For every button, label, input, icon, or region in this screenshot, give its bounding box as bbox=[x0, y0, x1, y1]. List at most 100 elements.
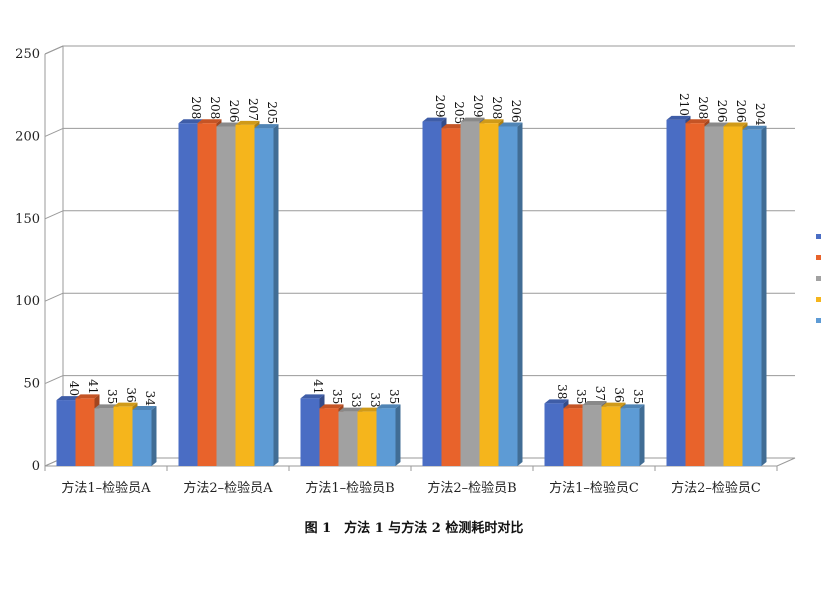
bar-side bbox=[517, 122, 523, 467]
data-label: 210 bbox=[677, 93, 691, 116]
figure-caption: 图 1 方法 1 与方法 2 检测耗时对比 bbox=[304, 521, 524, 536]
y-tick-label: 100 bbox=[15, 294, 40, 309]
gridline-depth bbox=[44, 210, 64, 220]
bar bbox=[94, 408, 114, 466]
bar bbox=[582, 405, 602, 466]
data-label: 36 bbox=[612, 387, 626, 402]
data-label: 34 bbox=[143, 391, 157, 407]
bar-top bbox=[216, 122, 241, 127]
bar-top bbox=[178, 119, 203, 124]
bar-top bbox=[666, 115, 691, 120]
bar-side bbox=[273, 124, 279, 466]
bar bbox=[441, 128, 461, 466]
legend-marker bbox=[816, 318, 821, 323]
bar bbox=[197, 123, 217, 466]
bar bbox=[620, 408, 640, 466]
data-label: 208 bbox=[696, 96, 710, 119]
bar-top bbox=[113, 402, 138, 407]
data-label: 38 bbox=[555, 384, 569, 399]
y-tick-label: 50 bbox=[23, 377, 40, 392]
data-label: 40 bbox=[67, 381, 81, 396]
bar-top bbox=[319, 404, 344, 409]
bar bbox=[460, 121, 480, 467]
x-category-label: 方法1–检验员C bbox=[549, 480, 639, 496]
bar bbox=[338, 411, 358, 466]
bar-top bbox=[582, 401, 607, 406]
y-tick-label: 150 bbox=[15, 212, 40, 227]
x-category-label: 方法2–检验员A bbox=[183, 480, 273, 496]
x-category-label: 方法1–检验员A bbox=[61, 480, 151, 496]
bar-top bbox=[422, 117, 447, 122]
bar bbox=[319, 408, 339, 466]
bar bbox=[742, 129, 762, 467]
data-label: 205 bbox=[452, 101, 466, 124]
data-label: 41 bbox=[86, 379, 100, 394]
data-label: 209 bbox=[433, 95, 447, 118]
data-label: 208 bbox=[208, 96, 222, 119]
data-label: 33 bbox=[349, 392, 363, 407]
bar-top bbox=[338, 407, 363, 412]
data-label: 35 bbox=[330, 389, 344, 404]
bar bbox=[235, 124, 255, 466]
legend-marker bbox=[816, 276, 821, 281]
y-tick-label: 0 bbox=[32, 459, 40, 474]
bar bbox=[300, 398, 320, 466]
data-label: 37 bbox=[593, 386, 607, 401]
data-label: 206 bbox=[734, 100, 748, 123]
data-label: 204 bbox=[753, 103, 767, 126]
bar-top bbox=[197, 119, 222, 124]
data-label: 36 bbox=[124, 387, 138, 402]
bar-side bbox=[639, 404, 645, 466]
legend-marker bbox=[816, 255, 821, 260]
bar-top bbox=[235, 120, 260, 125]
x-category-label: 方法1–检验员B bbox=[305, 480, 394, 496]
bar bbox=[666, 119, 686, 467]
bar-top bbox=[620, 404, 645, 409]
bar-chart: 0 50 100 150 200 250 40 41 35 36 34 方法1–检验员A 208 208 2… bbox=[15, 45, 821, 496]
data-label: 207 bbox=[246, 98, 260, 121]
bar-side bbox=[761, 125, 767, 467]
bar-side bbox=[151, 405, 157, 466]
bar bbox=[113, 406, 133, 466]
y-tick-label: 250 bbox=[15, 47, 40, 62]
bar-top bbox=[563, 404, 588, 409]
data-label: 209 bbox=[471, 95, 485, 118]
bar bbox=[132, 409, 152, 466]
bar bbox=[75, 398, 95, 466]
x-category-label: 方法2–检验员B bbox=[427, 480, 516, 496]
data-label: 35 bbox=[574, 389, 588, 404]
bar-top bbox=[685, 119, 710, 124]
bar bbox=[563, 408, 583, 466]
bar bbox=[685, 123, 705, 466]
data-label: 208 bbox=[189, 96, 203, 119]
bar-side bbox=[395, 404, 401, 466]
bar bbox=[178, 123, 198, 466]
data-label: 35 bbox=[631, 389, 645, 404]
y-tick-label: 200 bbox=[15, 129, 40, 144]
bar bbox=[56, 400, 76, 466]
bar bbox=[216, 126, 236, 467]
data-label: 35 bbox=[387, 389, 401, 404]
bar-top bbox=[544, 399, 569, 404]
bar-top bbox=[441, 124, 466, 129]
data-label: 206 bbox=[509, 100, 523, 123]
data-label: 41 bbox=[311, 379, 325, 394]
bar-top bbox=[460, 117, 485, 122]
bar-top bbox=[601, 402, 626, 407]
legend-marker bbox=[816, 234, 821, 239]
bar-top bbox=[132, 405, 157, 410]
gridline-depth bbox=[44, 45, 64, 55]
bar-top bbox=[300, 394, 325, 399]
bar-top bbox=[357, 407, 382, 412]
bar bbox=[376, 408, 396, 466]
gridline-depth bbox=[44, 292, 64, 302]
data-label: 33 bbox=[368, 392, 382, 407]
bar bbox=[498, 126, 518, 467]
bar-top bbox=[254, 124, 279, 129]
x-category-label: 方法2–检验员C bbox=[671, 480, 761, 496]
bar bbox=[422, 121, 442, 467]
data-label: 35 bbox=[105, 389, 119, 404]
data-label: 206 bbox=[227, 100, 241, 123]
data-label: 206 bbox=[715, 100, 729, 123]
bar bbox=[479, 123, 499, 466]
